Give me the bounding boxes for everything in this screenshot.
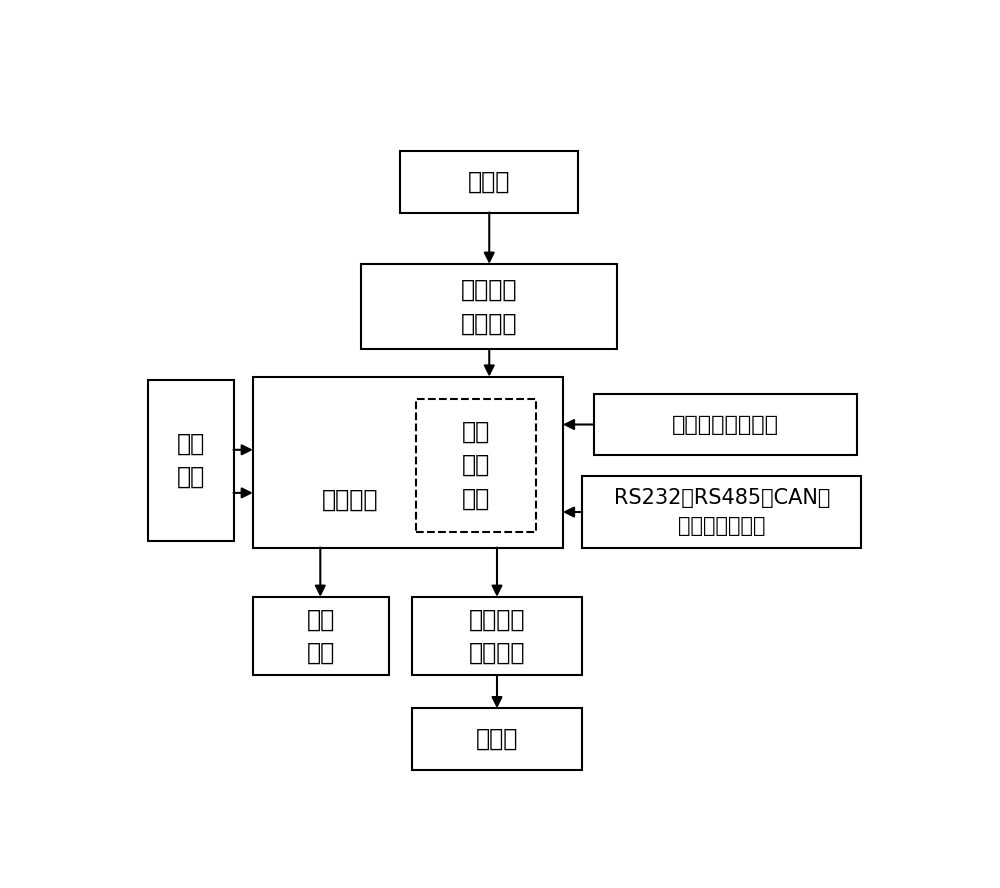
Text: 执行器: 执行器 [476, 727, 518, 751]
FancyBboxPatch shape [361, 264, 617, 349]
Text: 微控制器: 微控制器 [322, 488, 378, 511]
FancyBboxPatch shape [148, 380, 234, 541]
FancyBboxPatch shape [594, 393, 857, 456]
Text: 电源
模块: 电源 模块 [177, 432, 205, 489]
FancyBboxPatch shape [412, 597, 582, 676]
FancyBboxPatch shape [253, 597, 388, 676]
Text: RS232、RS485、CAN、
以太网通讯电路: RS232、RS485、CAN、 以太网通讯电路 [614, 488, 830, 535]
FancyBboxPatch shape [253, 377, 563, 548]
FancyBboxPatch shape [582, 476, 861, 548]
FancyBboxPatch shape [416, 399, 536, 532]
Text: 数据
存储: 数据 存储 [307, 607, 335, 665]
Text: 输出信号
调理电路: 输出信号 调理电路 [469, 607, 525, 665]
FancyBboxPatch shape [400, 151, 578, 212]
Text: 传感器: 传感器 [468, 170, 510, 194]
Text: 智能
控制
算法: 智能 控制 算法 [462, 420, 490, 511]
FancyBboxPatch shape [412, 709, 582, 770]
Text: 看门狗和复位电路: 看门狗和复位电路 [672, 415, 779, 434]
Text: 输入信号
调理电路: 输入信号 调理电路 [461, 278, 518, 336]
